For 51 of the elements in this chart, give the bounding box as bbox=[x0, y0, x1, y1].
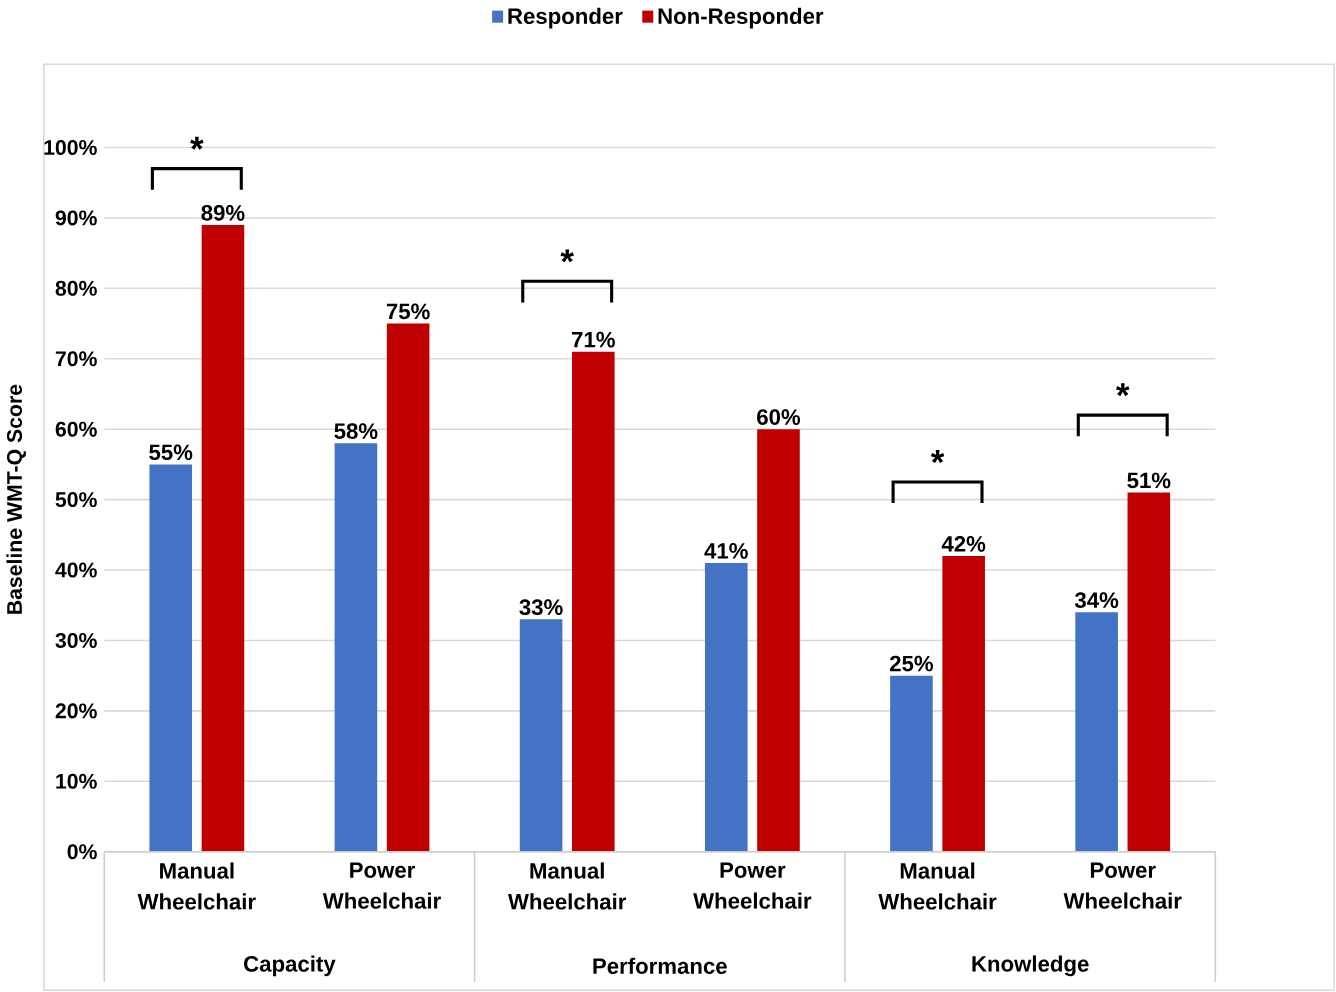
text: Capacity bbox=[244, 955, 336, 977]
data-label: 58% bbox=[334, 423, 378, 439]
y-tick-label: 50% bbox=[55, 492, 97, 508]
x-tick-label: Power Wheelchair bbox=[322, 862, 441, 909]
data-label: 42% bbox=[941, 535, 986, 552]
data-label: 89% bbox=[201, 204, 245, 221]
data-label: 25% bbox=[889, 655, 934, 672]
x-tick-label: Manual Wheelchair bbox=[137, 862, 256, 910]
bar bbox=[704, 562, 748, 852]
data-label: 51% bbox=[1127, 472, 1171, 489]
data-label: 71% bbox=[572, 331, 615, 348]
y-tick-label: 20% bbox=[55, 703, 97, 719]
y-tick-label: 30% bbox=[55, 632, 97, 648]
x-tick-label: Power Wheelchair bbox=[693, 862, 812, 909]
y-tick-label: 90% bbox=[55, 210, 97, 226]
legend-label: Non-Responder bbox=[658, 7, 824, 29]
y-tick-label: 40% bbox=[55, 562, 97, 578]
bar bbox=[386, 323, 430, 852]
bar bbox=[757, 429, 800, 852]
x-tick-label: Manual Wheelchair bbox=[508, 862, 627, 910]
bar bbox=[334, 443, 378, 852]
y-tick-label: 70% bbox=[55, 351, 97, 367]
annotation: * bbox=[1116, 383, 1130, 397]
x-tick-label: Manual Wheelchair bbox=[878, 862, 997, 910]
text: Performance bbox=[593, 957, 727, 974]
data-label: 34% bbox=[1074, 592, 1119, 608]
text: Knowledge bbox=[972, 955, 1089, 977]
data-label: 75% bbox=[386, 303, 430, 320]
annotation: * bbox=[930, 450, 945, 463]
bar bbox=[942, 555, 985, 852]
y-tick-label: 80% bbox=[55, 280, 97, 296]
data-label: 55% bbox=[149, 444, 193, 461]
bar bbox=[890, 675, 933, 852]
y-axis-title: Baseline WMT-Q Score bbox=[6, 384, 26, 614]
x-tick-label: Power Wheelchair bbox=[1063, 862, 1182, 909]
bar bbox=[1127, 492, 1171, 852]
y-tick-label: 100% bbox=[44, 139, 97, 155]
data-label: 60% bbox=[757, 409, 801, 425]
data-label: 41% bbox=[704, 543, 748, 559]
bar bbox=[572, 351, 615, 852]
y-tick-label: 10% bbox=[56, 773, 97, 789]
data-label: 33% bbox=[519, 599, 563, 615]
legend-label: Responder bbox=[508, 7, 623, 29]
y-tick-label: 60% bbox=[55, 421, 97, 437]
bar bbox=[149, 464, 193, 852]
annotation: * bbox=[190, 136, 204, 150]
bar bbox=[519, 619, 563, 852]
y-tick-label: 0% bbox=[67, 844, 97, 860]
bar bbox=[201, 224, 245, 852]
annotation: * bbox=[560, 249, 574, 263]
bar bbox=[1075, 612, 1118, 852]
